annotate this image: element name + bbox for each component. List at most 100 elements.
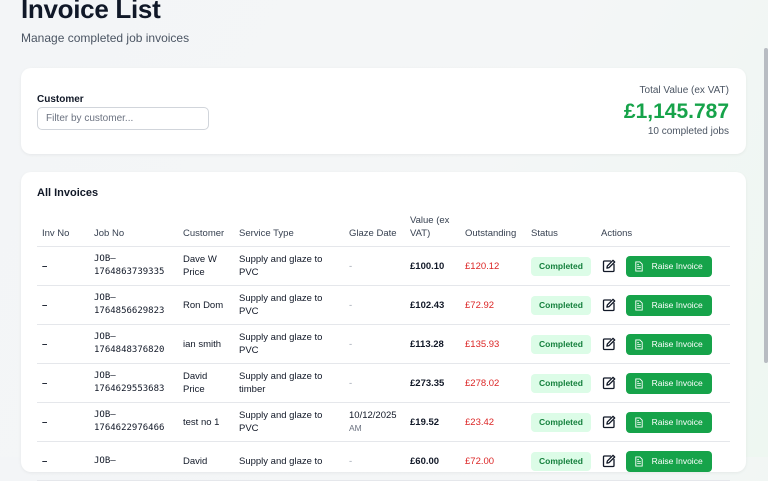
glaze-time-text: AM xyxy=(349,423,362,433)
document-icon xyxy=(634,377,643,389)
col-header-actions: Actions xyxy=(596,210,730,247)
status-badge: Completed xyxy=(531,412,591,432)
page-subtitle: Manage completed job invoices xyxy=(21,31,190,45)
raise-invoice-button[interactable]: Raise Invoice xyxy=(625,450,712,472)
document-icon xyxy=(634,299,643,311)
table-row: – JOB– David Supply and glaze to - £60.0… xyxy=(37,441,730,481)
value-cell: £273.35 xyxy=(405,363,460,403)
table-row: – JOB–1764622976466 test no 1 Supply and… xyxy=(37,402,730,442)
actions-cell: Raise Invoice xyxy=(596,363,730,403)
document-icon xyxy=(634,338,643,350)
job-no-cell: JOB–1764856629823 xyxy=(89,285,178,325)
customer-cell: Dave W Price xyxy=(178,246,234,286)
job-no-cell: JOB–1764863739335 xyxy=(89,246,178,286)
customer-cell: ian smith xyxy=(178,324,234,364)
raise-invoice-label: Raise Invoice xyxy=(651,455,703,466)
outstanding-cell: £72.92 xyxy=(460,285,526,325)
outstanding-cell: £72.00 xyxy=(460,441,526,481)
glaze-date-text: 10/12/2025 xyxy=(349,410,397,421)
outstanding-cell: £135.93 xyxy=(460,324,526,364)
total-value-label: Total Value (ex VAT) xyxy=(639,85,729,96)
status-cell: Completed xyxy=(526,285,596,325)
document-icon xyxy=(634,416,643,428)
edit-icon[interactable] xyxy=(601,336,617,352)
status-cell: Completed xyxy=(526,363,596,403)
inv-no-cell: – xyxy=(37,402,89,442)
outstanding-cell: £23.42 xyxy=(460,402,526,442)
page-title: Invoice List xyxy=(21,0,161,24)
col-header-service-type: Service Type xyxy=(234,210,344,247)
raise-invoice-button[interactable]: Raise Invoice xyxy=(625,294,712,316)
col-header-job-no: Job No xyxy=(89,210,178,247)
value-cell: £60.00 xyxy=(405,441,460,481)
glaze-date-cell: - xyxy=(344,246,405,286)
customer-filter-input[interactable] xyxy=(37,107,209,130)
customer-cell: David xyxy=(178,441,234,481)
customer-filter-label: Customer xyxy=(37,94,84,105)
status-cell: Completed xyxy=(526,246,596,286)
customer-cell: Ron Dom xyxy=(178,285,234,325)
value-cell: £19.52 xyxy=(405,402,460,442)
glaze-date-text: - xyxy=(349,338,353,350)
page-scrollbar[interactable] xyxy=(764,48,768,363)
service-type-cell: Supply and glaze to PVC xyxy=(234,246,344,286)
service-type-cell: Supply and glaze to xyxy=(234,441,344,481)
glaze-date-text: - xyxy=(349,377,353,389)
status-badge: Completed xyxy=(531,451,591,471)
job-no-cell: JOB– xyxy=(89,441,178,481)
value-cell: £102.43 xyxy=(405,285,460,325)
actions-cell: Raise Invoice xyxy=(596,285,730,325)
col-header-outstanding: Outstanding xyxy=(460,210,526,247)
total-value-amount: £1,145.787 xyxy=(623,100,729,123)
table-row: – JOB–1764848376820 ian smith Supply and… xyxy=(37,324,730,364)
invoices-title: All Invoices xyxy=(37,187,99,199)
document-icon xyxy=(634,455,643,467)
edit-icon[interactable] xyxy=(601,414,617,430)
service-type-cell: Supply and glaze to PVC xyxy=(234,285,344,325)
glaze-date-text: - xyxy=(349,299,353,311)
inv-no-cell: – xyxy=(37,441,89,481)
status-badge: Completed xyxy=(531,256,591,276)
glaze-date-text: - xyxy=(349,260,353,272)
col-header-status: Status xyxy=(526,210,596,247)
raise-invoice-label: Raise Invoice xyxy=(651,299,703,310)
actions-cell: Raise Invoice xyxy=(596,324,730,364)
value-cell: £100.10 xyxy=(405,246,460,286)
raise-invoice-button[interactable]: Raise Invoice xyxy=(625,372,712,394)
glaze-date-cell: - xyxy=(344,441,405,481)
col-header-value: Value (ex VAT) xyxy=(405,210,460,247)
table-header-row: Inv No Job No Customer Service Type Glaz… xyxy=(37,210,730,247)
raise-invoice-button[interactable]: Raise Invoice xyxy=(625,255,712,277)
edit-icon[interactable] xyxy=(601,453,617,469)
service-type-cell: Supply and glaze to timber xyxy=(234,363,344,403)
raise-invoice-label: Raise Invoice xyxy=(651,338,703,349)
col-header-inv-no: Inv No xyxy=(37,210,89,247)
glaze-date-cell: - xyxy=(344,285,405,325)
edit-icon[interactable] xyxy=(601,297,617,313)
raise-invoice-button[interactable]: Raise Invoice xyxy=(625,411,712,433)
invoices-table: Inv No Job No Customer Service Type Glaz… xyxy=(37,210,730,481)
customer-cell: David Price xyxy=(178,363,234,403)
summary-card: Customer Total Value (ex VAT) £1,145.787… xyxy=(21,68,746,154)
table-row: – JOB–1764856629823 Ron Dom Supply and g… xyxy=(37,285,730,325)
status-badge: Completed xyxy=(531,373,591,393)
edit-icon[interactable] xyxy=(601,258,617,274)
col-header-glaze-date: Glaze Date xyxy=(344,210,405,247)
document-icon xyxy=(634,260,643,272)
raise-invoice-label: Raise Invoice xyxy=(651,377,703,388)
status-badge: Completed xyxy=(531,295,591,315)
actions-cell: Raise Invoice xyxy=(596,246,730,286)
status-cell: Completed xyxy=(526,324,596,364)
service-type-cell: Supply and glaze to PVC xyxy=(234,402,344,442)
status-badge: Completed xyxy=(531,334,591,354)
outstanding-cell: £120.12 xyxy=(460,246,526,286)
value-cell: £113.28 xyxy=(405,324,460,364)
edit-icon[interactable] xyxy=(601,375,617,391)
actions-cell: Raise Invoice xyxy=(596,402,730,442)
inv-no-cell: – xyxy=(37,285,89,325)
glaze-date-text: - xyxy=(349,455,353,467)
raise-invoice-button[interactable]: Raise Invoice xyxy=(625,333,712,355)
inv-no-cell: – xyxy=(37,363,89,403)
inv-no-cell: – xyxy=(37,246,89,286)
status-cell: Completed xyxy=(526,441,596,481)
